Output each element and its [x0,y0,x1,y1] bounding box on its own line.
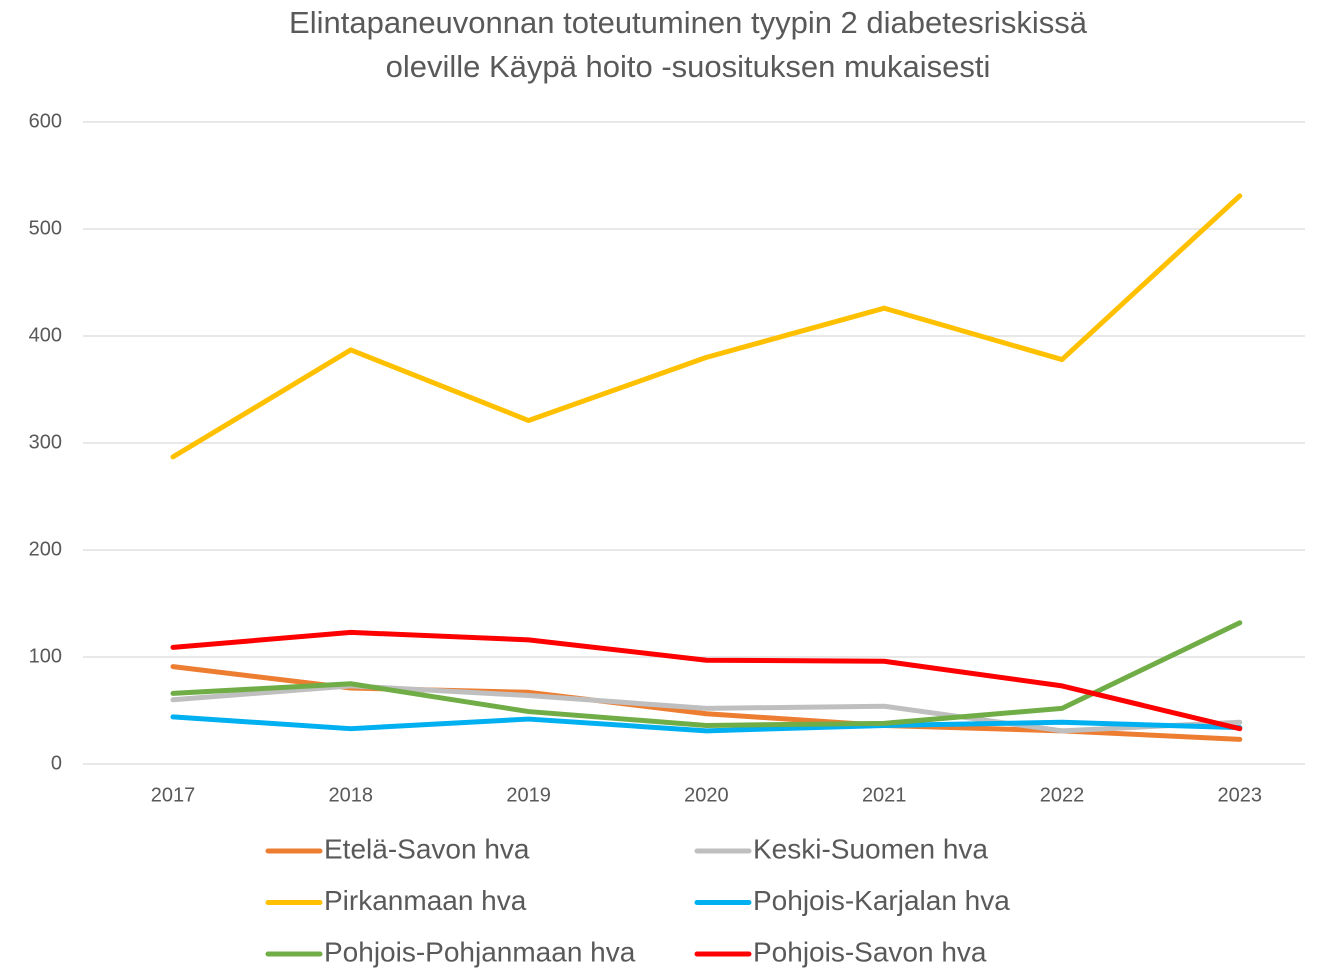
legend-label: Pohjois-Savon hva [753,936,987,967]
legend-label: Pirkanmaan hva [324,885,527,916]
chart-title: oleville Käypä hoito -suosituksen mukais… [386,49,991,84]
legend-label: Pohjois-Karjalan hva [753,885,1010,916]
legend-label: Etelä-Savon hva [324,833,530,864]
x-tick-label: 2023 [1218,784,1263,806]
x-tick-label: 2021 [862,784,907,806]
y-tick-label: 500 [29,217,62,239]
series-line [170,620,1243,728]
legend-label: Keski-Suomen hva [753,833,988,864]
x-tick-label: 2019 [506,784,551,806]
y-tick-label: 200 [29,538,62,560]
x-tick-label: 2018 [329,784,374,806]
y-tick-label: 400 [29,324,62,346]
y-tick-label: 100 [29,645,62,667]
series-line [170,714,1243,734]
chart-title: Elintapaneuvonnan toteutuminen tyypin 2 … [289,5,1088,40]
legend-label: Pohjois-Pohjanmaan hva [324,936,636,967]
y-tick-label: 600 [29,110,62,132]
x-tick-label: 2017 [151,784,196,806]
x-tick-label: 2022 [1040,784,1085,806]
y-tick-label: 0 [51,752,62,774]
series-line [170,629,1243,732]
x-tick-label: 2020 [684,784,729,806]
y-tick-label: 300 [29,431,62,453]
series-line [170,193,1243,460]
